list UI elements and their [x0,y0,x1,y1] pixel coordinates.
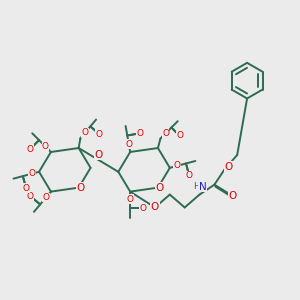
Text: O: O [96,130,103,139]
Text: O: O [228,190,236,201]
Text: O: O [125,140,132,149]
Text: O: O [174,161,181,170]
Text: O: O [43,193,50,202]
Text: O: O [186,171,193,180]
Text: O: O [27,192,34,201]
Text: O: O [42,142,49,151]
Text: O: O [151,202,159,212]
Text: O: O [224,162,232,172]
Text: O: O [76,183,85,193]
Text: O: O [22,184,30,193]
Text: O: O [139,204,146,213]
Text: O: O [156,183,164,193]
Text: N: N [199,182,206,192]
Text: O: O [27,145,34,154]
Text: O: O [162,129,169,138]
Text: H: H [193,182,200,191]
Text: O: O [94,150,103,160]
Text: O: O [136,129,143,138]
Text: O: O [176,131,183,140]
Text: O: O [82,128,88,137]
Text: O: O [28,169,35,178]
Text: O: O [127,195,134,204]
